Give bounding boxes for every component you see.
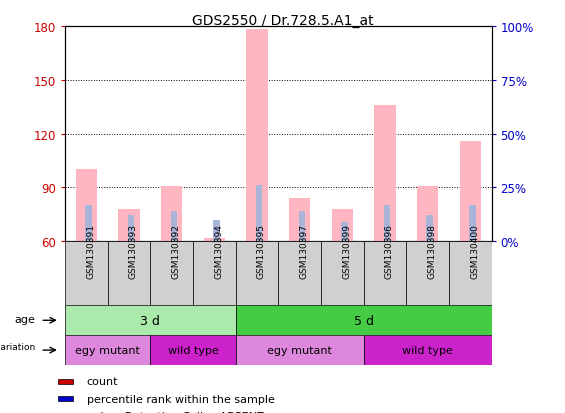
Text: 5 d: 5 d — [354, 314, 373, 327]
Bar — [58, 379, 72, 384]
Bar — [193, 242, 236, 306]
Text: GSM130395: GSM130395 — [257, 224, 266, 279]
Bar — [449, 242, 492, 306]
Bar — [374, 106, 396, 242]
Text: wild type: wild type — [402, 345, 453, 355]
Bar — [417, 186, 438, 242]
Text: GSM130397: GSM130397 — [299, 224, 308, 279]
Text: percentile rank within the sample: percentile rank within the sample — [86, 394, 275, 404]
Bar — [213, 220, 220, 242]
Bar — [85, 205, 92, 242]
Bar — [203, 238, 225, 242]
Text: GSM130396: GSM130396 — [385, 224, 394, 279]
Bar — [289, 199, 310, 242]
Text: GSM130391: GSM130391 — [86, 224, 95, 279]
Bar — [364, 335, 492, 365]
Text: GSM130399: GSM130399 — [342, 224, 351, 279]
Text: 3 d: 3 d — [140, 314, 160, 327]
Bar — [128, 216, 134, 242]
Bar — [65, 306, 236, 335]
Bar — [427, 216, 433, 242]
Bar — [246, 31, 268, 242]
Bar — [279, 242, 321, 306]
Bar — [364, 242, 406, 306]
Text: egy mutant: egy mutant — [267, 345, 332, 355]
Text: GDS2550 / Dr.728.5.A1_at: GDS2550 / Dr.728.5.A1_at — [192, 14, 373, 28]
Text: egy mutant: egy mutant — [75, 345, 140, 355]
Text: age: age — [15, 314, 36, 324]
Bar — [236, 306, 492, 335]
Bar — [236, 335, 364, 365]
Text: GSM130392: GSM130392 — [172, 224, 181, 279]
Bar — [171, 211, 177, 242]
Bar — [236, 242, 278, 306]
Text: GSM130393: GSM130393 — [129, 224, 138, 279]
Bar — [332, 209, 353, 242]
Bar — [161, 186, 182, 242]
Text: GSM130398: GSM130398 — [428, 224, 437, 279]
Bar — [65, 335, 150, 365]
Text: count: count — [86, 376, 118, 386]
Bar — [469, 205, 476, 242]
Bar — [341, 222, 347, 242]
Text: GSM130400: GSM130400 — [470, 224, 479, 279]
Bar — [118, 209, 140, 242]
Text: GSM130394: GSM130394 — [214, 224, 223, 279]
Bar — [58, 396, 72, 401]
Bar — [150, 335, 236, 365]
Bar — [150, 242, 193, 306]
Bar — [298, 211, 305, 242]
Bar — [384, 205, 390, 242]
Bar — [65, 242, 107, 306]
Bar — [406, 242, 449, 306]
Bar — [107, 242, 150, 306]
Bar — [459, 141, 481, 242]
Text: wild type: wild type — [167, 345, 219, 355]
Text: genotype/variation: genotype/variation — [0, 342, 36, 351]
Bar — [321, 242, 364, 306]
Bar — [256, 186, 262, 242]
Text: value, Detection Call = ABSENT: value, Detection Call = ABSENT — [86, 411, 263, 413]
Bar — [76, 170, 97, 242]
